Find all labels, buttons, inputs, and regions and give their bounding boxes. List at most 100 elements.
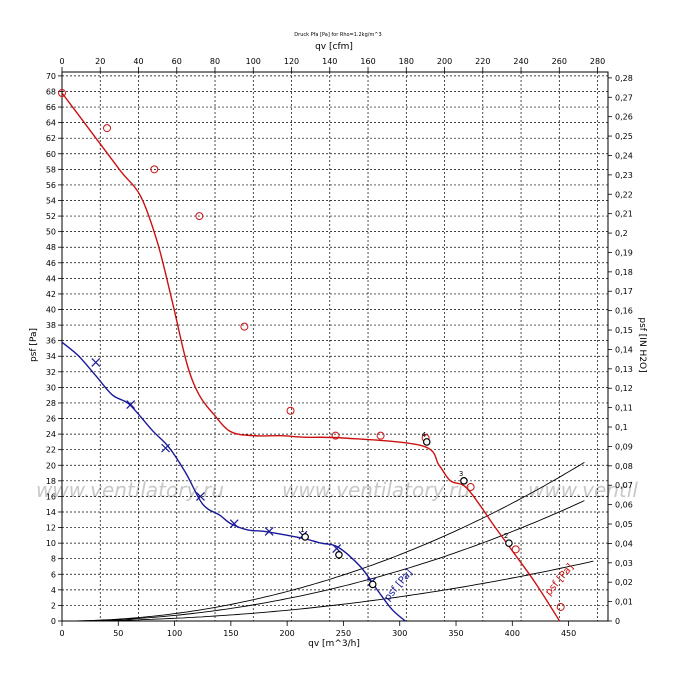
system-curve-2 [62, 500, 585, 622]
left-y-tick-label: 32 [46, 368, 56, 377]
system-curve-3 [62, 560, 594, 622]
left-y-tick-label: 22 [46, 446, 56, 455]
plot-frame [61, 71, 609, 622]
top-x-tick-label: 260 [552, 57, 567, 66]
right-y-tick-label: 0,04 [615, 539, 633, 548]
top-x-tick-label: 200 [437, 57, 452, 66]
left-y-tick-label: 58 [46, 165, 56, 174]
operating-point-label: 4 [422, 431, 427, 439]
left-y-tick-label: 40 [46, 306, 56, 315]
right-y-tick-label: 0,18 [615, 268, 633, 277]
operating-point [422, 438, 431, 446]
right-y-tick-label: 0,11 [615, 404, 633, 413]
right-y-tick-label: 0,28 [615, 74, 633, 83]
data-marker-x [264, 527, 274, 536]
left-y-tick-label: 4 [51, 586, 56, 595]
bottom-x-tick-label: 150 [223, 629, 238, 638]
bottom-x-tick-label: 200 [280, 629, 295, 638]
top-x-tick-label: 240 [513, 57, 528, 66]
data-marker-x [126, 400, 136, 409]
right-y-tick-label: 0,12 [615, 384, 633, 393]
operating-point [301, 533, 309, 541]
top-x-tick-label: 180 [399, 57, 414, 66]
top-x-tick-label: 40 [133, 57, 143, 66]
bottom-x-tick-label: 100 [167, 629, 182, 638]
top-x-tick-label: 220 [475, 57, 490, 66]
right-y-tick-label: 0,26 [615, 113, 633, 122]
left-y-tick-label: 60 [46, 150, 56, 159]
operating-point [505, 539, 513, 547]
left-y-tick-label: 62 [46, 134, 56, 143]
left-y-tick-label: 56 [46, 181, 56, 190]
right-y-tick-label: 0,01 [615, 598, 633, 607]
watermark-text: www.ventil [528, 478, 638, 502]
data-marker-x [229, 519, 239, 529]
top-x-axis-label: qv [cfm] [315, 42, 353, 52]
top-x-tick-label: 60 [172, 57, 182, 66]
watermark-text: www.ventilatory.ru [36, 478, 224, 502]
right-y-tick-label: 0,1 [615, 423, 628, 432]
bottom-x-tick-label: 350 [448, 629, 463, 638]
operating-point [460, 477, 468, 485]
left-y-tick-label: 46 [46, 259, 56, 268]
top-x-tick-label: 140 [322, 57, 337, 66]
left-y-tick-label: 2 [51, 601, 56, 610]
data-marker-circle [556, 602, 565, 611]
left-y-tick-label: 10 [46, 539, 56, 548]
data-marker-x-stroke [229, 519, 239, 529]
left-y-tick-label: 50 [46, 228, 56, 237]
data-marker-circle [240, 322, 249, 331]
bottom-x-tick-label: 450 [561, 629, 576, 638]
left-y-tick-label: 68 [46, 87, 56, 96]
data-marker-x-stroke [196, 491, 205, 501]
left-y-tick-label: 42 [46, 290, 56, 299]
right-y-tick-label: 0 [615, 617, 620, 626]
left-y-tick-label: 16 [46, 492, 56, 501]
top-x-tick-label: 20 [95, 57, 105, 66]
bottom-x-tick-label: 0 [59, 629, 64, 638]
left-y-tick-label: 36 [46, 337, 56, 346]
left-y-tick-label: 52 [46, 212, 56, 221]
left-y-tick-label: 28 [46, 399, 56, 408]
left-y-tick-label: 30 [46, 383, 56, 392]
watermark-text: www.ventilatory.ru [282, 478, 470, 502]
left-y-tick-label: 0 [51, 617, 56, 626]
right-y-tick-label: 0,21 [615, 210, 633, 219]
left-y-tick-label: 66 [46, 103, 56, 112]
data-marker-circle [331, 431, 340, 440]
top-x-tick-label: 80 [210, 57, 220, 66]
right-y-tick-label: 0,06 [615, 501, 633, 510]
left-y-tick-label: 6 [51, 570, 56, 579]
top-x-tick-label: 280 [590, 57, 605, 66]
right-y-tick-label: 0,2 [615, 229, 628, 238]
top-x-tick-label: 160 [360, 57, 375, 66]
right-y-tick-label: 0,17 [615, 287, 633, 296]
data-marker-x-stroke [264, 527, 274, 536]
left-y-tick-label: 18 [46, 477, 56, 486]
top-x-tick-label: 0 [59, 57, 64, 66]
bottom-x-tick-label: 300 [392, 629, 407, 638]
right-y-tick-label: 0,25 [615, 132, 633, 141]
left-y-tick-label: 64 [46, 119, 56, 128]
series-label-high-speed: psf [Pa] [543, 562, 576, 598]
data-marker-circle [511, 545, 520, 554]
right-y-tick-label: 0,23 [615, 171, 633, 180]
top-x-tick-label: 100 [246, 57, 261, 66]
left-y-tick-label: 38 [46, 321, 56, 330]
top-x-tick-label: 120 [284, 57, 299, 66]
left-y-tick-label: 20 [46, 461, 56, 470]
left-y-tick-label: 48 [46, 243, 56, 252]
right-y-tick-label: 0,13 [615, 365, 633, 374]
data-marker-circle [150, 165, 159, 174]
bottom-x-tick-label: 50 [113, 629, 123, 638]
right-y-tick-label: 0,05 [615, 520, 633, 529]
right-y-tick-label: 0,16 [615, 307, 633, 316]
data-marker-x-stroke [91, 358, 101, 367]
data-marker-x [196, 491, 205, 501]
data-marker-x [91, 358, 101, 367]
data-marker-x-stroke [332, 544, 342, 554]
right-y-tick-label: 0,19 [615, 248, 633, 257]
left-y-tick-label: 12 [46, 524, 56, 533]
left-y-tick-label: 54 [46, 196, 56, 205]
right-y-tick-label: 0,09 [615, 442, 633, 451]
